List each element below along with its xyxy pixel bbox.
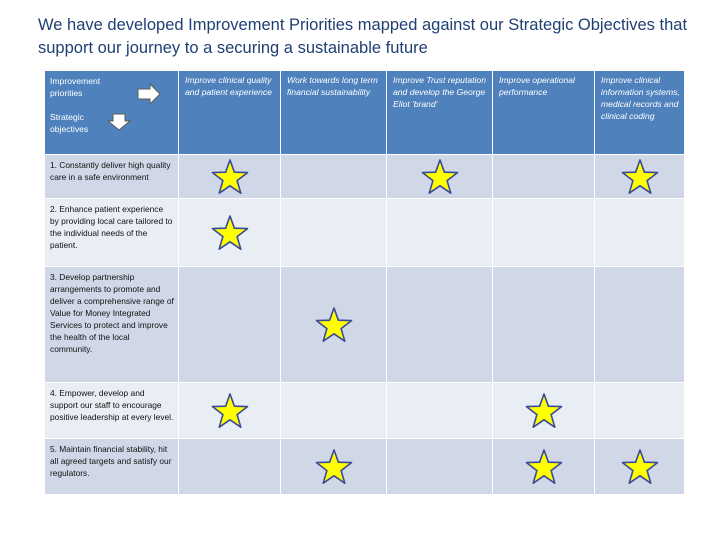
header-row: Improvement priorities Strategic objecti… — [44, 70, 685, 155]
matrix-cell — [280, 382, 387, 439]
star-icon — [211, 214, 249, 251]
objective-label-5: 5. Maintain financial stability, hit all… — [44, 438, 179, 495]
matrix-cell — [386, 154, 493, 199]
priority-header-5: Improve clinical information systems, me… — [594, 70, 685, 155]
page-title: We have developed Improvement Priorities… — [38, 16, 688, 57]
matrix-cell — [594, 266, 685, 383]
arrow-right-icon — [137, 82, 161, 108]
matrix-cell — [492, 382, 595, 439]
matrix-cell — [492, 266, 595, 383]
star-icon — [621, 448, 659, 485]
star-icon — [621, 158, 659, 195]
priority-header-2: Work towards long term financial sustain… — [280, 70, 387, 155]
matrix-cell — [594, 382, 685, 439]
matrix-cell — [594, 154, 685, 199]
matrix-cell — [280, 266, 387, 383]
star-icon — [525, 392, 563, 429]
objective-row-2: 2. Enhance patient experience by providi… — [44, 198, 685, 267]
matrix-cell — [178, 382, 281, 439]
objective-row-3: 3. Develop partnership arrangements to p… — [44, 266, 685, 383]
objective-row-4: 4. Empower, develop and support our staf… — [44, 382, 685, 439]
matrix-cell — [280, 154, 387, 199]
matrix-cell — [178, 198, 281, 267]
objective-label-3: 3. Develop partnership arrangements to p… — [44, 266, 179, 383]
matrix-cell — [492, 198, 595, 267]
star-icon — [211, 158, 249, 195]
arrow-down-icon — [106, 113, 132, 134]
matrix-cell — [386, 382, 493, 439]
matrix-cell — [594, 438, 685, 495]
objective-row-1: 1. Constantly deliver high quality care … — [44, 154, 685, 199]
matrix-cell — [386, 266, 493, 383]
matrix-cell — [492, 154, 595, 199]
priority-header-3: Improve Trust reputation and develop the… — [386, 70, 493, 155]
matrix-cell — [594, 198, 685, 267]
priorities-label: Improvement priorities — [50, 76, 101, 98]
objective-label-2: 2. Enhance patient experience by providi… — [44, 198, 179, 267]
objectives-label: Strategic objectives — [50, 112, 89, 134]
matrix-cell — [386, 438, 493, 495]
objective-label-1: 1. Constantly deliver high quality care … — [44, 154, 179, 199]
star-icon — [525, 448, 563, 485]
star-icon — [315, 448, 353, 485]
matrix-cell — [178, 438, 281, 495]
matrix-cell — [280, 198, 387, 267]
star-icon — [211, 392, 249, 429]
matrix-cell — [178, 266, 281, 383]
star-icon — [421, 158, 459, 195]
priority-header-4: Improve operational performance — [492, 70, 595, 155]
priorities-objectives-matrix: Improvement priorities Strategic objecti… — [44, 70, 685, 495]
corner-cell: Improvement priorities Strategic objecti… — [44, 70, 179, 155]
objective-row-5: 5. Maintain financial stability, hit all… — [44, 438, 685, 495]
matrix-cell — [386, 198, 493, 267]
matrix-cell — [280, 438, 387, 495]
priority-header-1: Improve clinical quality and patient exp… — [178, 70, 281, 155]
star-icon — [315, 306, 353, 343]
matrix-cell — [178, 154, 281, 199]
objective-label-4: 4. Empower, develop and support our staf… — [44, 382, 179, 439]
matrix-cell — [492, 438, 595, 495]
